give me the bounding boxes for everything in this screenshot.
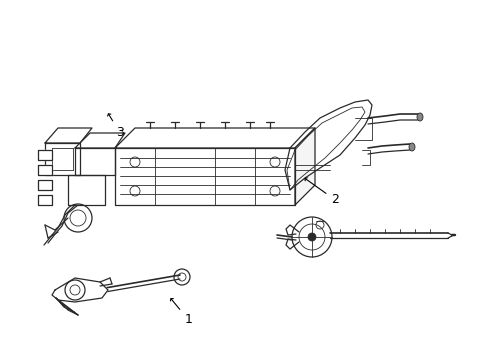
- Polygon shape: [115, 128, 314, 148]
- Polygon shape: [52, 278, 108, 302]
- Polygon shape: [115, 148, 294, 205]
- Polygon shape: [45, 143, 80, 175]
- Polygon shape: [38, 150, 52, 160]
- Polygon shape: [45, 128, 92, 143]
- Text: 3: 3: [107, 114, 123, 139]
- Polygon shape: [285, 100, 371, 190]
- Polygon shape: [75, 133, 125, 148]
- Text: 1: 1: [170, 298, 192, 326]
- Polygon shape: [75, 148, 115, 175]
- Polygon shape: [38, 195, 52, 205]
- Polygon shape: [38, 180, 52, 190]
- Ellipse shape: [408, 143, 414, 151]
- Polygon shape: [38, 165, 52, 175]
- Polygon shape: [294, 128, 314, 205]
- Ellipse shape: [416, 113, 422, 121]
- Polygon shape: [68, 175, 105, 205]
- Circle shape: [307, 233, 315, 241]
- Text: 2: 2: [305, 178, 338, 206]
